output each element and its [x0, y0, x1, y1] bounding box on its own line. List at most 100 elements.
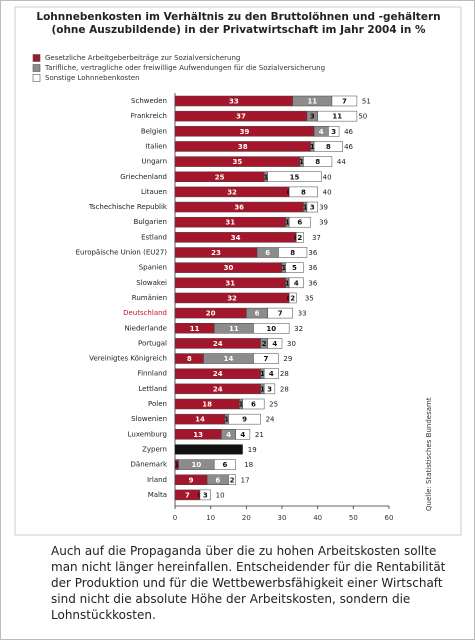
- total-label: 36: [308, 279, 317, 287]
- total-label: 46: [344, 128, 353, 136]
- segment-label: 38: [238, 143, 248, 151]
- segment-label: 6: [215, 476, 220, 484]
- total-label: 51: [362, 98, 371, 106]
- segment-label: 3: [267, 385, 272, 393]
- bar-segment: [288, 216, 311, 228]
- segment-label: 1: [310, 143, 315, 151]
- bar-segment: [306, 201, 318, 213]
- category-label: Slowenien: [131, 415, 167, 423]
- total-label: 19: [248, 446, 257, 454]
- caption: Auch auf die Propaganda über die zu hohe…: [51, 544, 446, 622]
- category-label: Estland: [141, 233, 167, 241]
- segment-label: 6: [255, 310, 260, 318]
- segment-label: 1: [303, 204, 308, 212]
- segment-label: 6: [222, 461, 227, 469]
- segment-label: 24: [213, 340, 223, 348]
- total-label: 36: [308, 249, 317, 257]
- segment-label: 33: [229, 98, 239, 106]
- segment-label: 8: [326, 143, 331, 151]
- chart-title: Lohnnebenkosten im Verhältnis zu den Bru…: [36, 11, 441, 36]
- segment-label: 2: [297, 234, 302, 242]
- category-label: Italien: [145, 142, 167, 150]
- legend-swatch: [32, 74, 41, 82]
- segment-label: 9: [242, 416, 247, 424]
- segment-label: 7: [185, 491, 190, 499]
- segment-label: 24: [213, 370, 223, 378]
- segment-label: 31: [225, 279, 235, 287]
- segment-label: 1: [285, 279, 290, 287]
- chart: Lohnnebenkosten im Verhältnis zu den Bru…: [14, 6, 462, 536]
- segment-label: 37: [236, 113, 246, 121]
- total-label: 44: [337, 158, 346, 166]
- category-label: Portugal: [138, 339, 167, 347]
- segment-label: 1: [260, 370, 265, 378]
- bar-segment: [267, 338, 283, 349]
- category-label: Frankreich: [131, 112, 167, 120]
- segment-label: 1: [224, 416, 229, 424]
- category-label: Dänemark: [131, 461, 168, 469]
- category-label: Litauen: [141, 188, 167, 196]
- legend-label: Gesetzliche Arbeitgeberbeiträge zur Sozi…: [45, 54, 240, 62]
- segment-label: 8: [301, 188, 306, 196]
- bar-segment: [253, 323, 290, 334]
- segment-label: 3: [203, 491, 208, 499]
- segment-label: 11: [190, 325, 200, 333]
- category-label: Schweden: [131, 97, 167, 105]
- category-label: Niederlande: [124, 324, 167, 332]
- bar-segment: [235, 429, 251, 440]
- segment-label: 8: [315, 158, 320, 166]
- bar-segment: [228, 413, 261, 425]
- segment-label: 4: [269, 370, 274, 378]
- segment-label: 36: [234, 204, 244, 212]
- x-tick-label: 30: [278, 514, 287, 522]
- total-label: 36: [308, 264, 317, 272]
- segment-label: 4: [272, 340, 277, 348]
- segment-label: 20: [206, 310, 216, 318]
- category-label: Polen: [148, 400, 167, 408]
- segment-label: 3: [310, 113, 315, 121]
- segment-label: 1: [285, 219, 290, 227]
- legend-label: Sonstige Lohnnebenkosten: [45, 74, 140, 82]
- segment-label: 6: [251, 401, 256, 409]
- total-label: 18: [244, 461, 253, 469]
- bar-segment: [285, 262, 304, 273]
- bar-segment: [288, 292, 297, 304]
- segment-label: 2: [230, 476, 235, 484]
- total-label: 21: [255, 431, 264, 439]
- bar-segment: [267, 307, 293, 319]
- segment-label: 34: [231, 234, 241, 242]
- segment-label: 4: [319, 128, 324, 136]
- segment-label: 3: [331, 128, 336, 136]
- category-label: Europäische Union (EU27): [76, 249, 168, 257]
- total-label: 24: [266, 416, 275, 424]
- bar-segment: [328, 126, 340, 137]
- segment-label: 5: [292, 264, 297, 272]
- segment-label: 8: [290, 249, 295, 257]
- bar-segment: [263, 383, 276, 395]
- bar-total: [175, 444, 243, 455]
- bar-segment: [288, 186, 318, 198]
- segment-label: 3: [310, 204, 315, 212]
- category-label: Vereinigtes Königreich: [89, 355, 167, 363]
- total-label: 10: [216, 491, 225, 499]
- segment-label: 2: [290, 294, 295, 302]
- total-label: 40: [323, 173, 332, 181]
- total-label: 28: [280, 385, 289, 393]
- category-label: Finnland: [138, 370, 167, 378]
- segment-label: 39: [240, 128, 250, 136]
- total-label: 46: [344, 143, 353, 151]
- segment-label: 11: [307, 98, 317, 106]
- category-label: Ungarn: [142, 158, 167, 166]
- total-label: 30: [287, 340, 296, 348]
- segment-label: 11: [229, 325, 239, 333]
- x-tick-label: 40: [313, 514, 322, 522]
- segment-label: 30: [224, 264, 234, 272]
- segment-label: 35: [233, 158, 243, 166]
- segment-label: 1: [299, 158, 304, 166]
- category-label: Tschechische Republik: [88, 203, 168, 211]
- category-label: Slowakei: [136, 279, 167, 287]
- title-box: Lohnnebenkosten im Verhältnis zu den Bru…: [36, 11, 441, 36]
- segment-label: 13: [193, 431, 203, 439]
- bar-segment: [313, 141, 343, 152]
- segment-label: 32: [227, 294, 237, 302]
